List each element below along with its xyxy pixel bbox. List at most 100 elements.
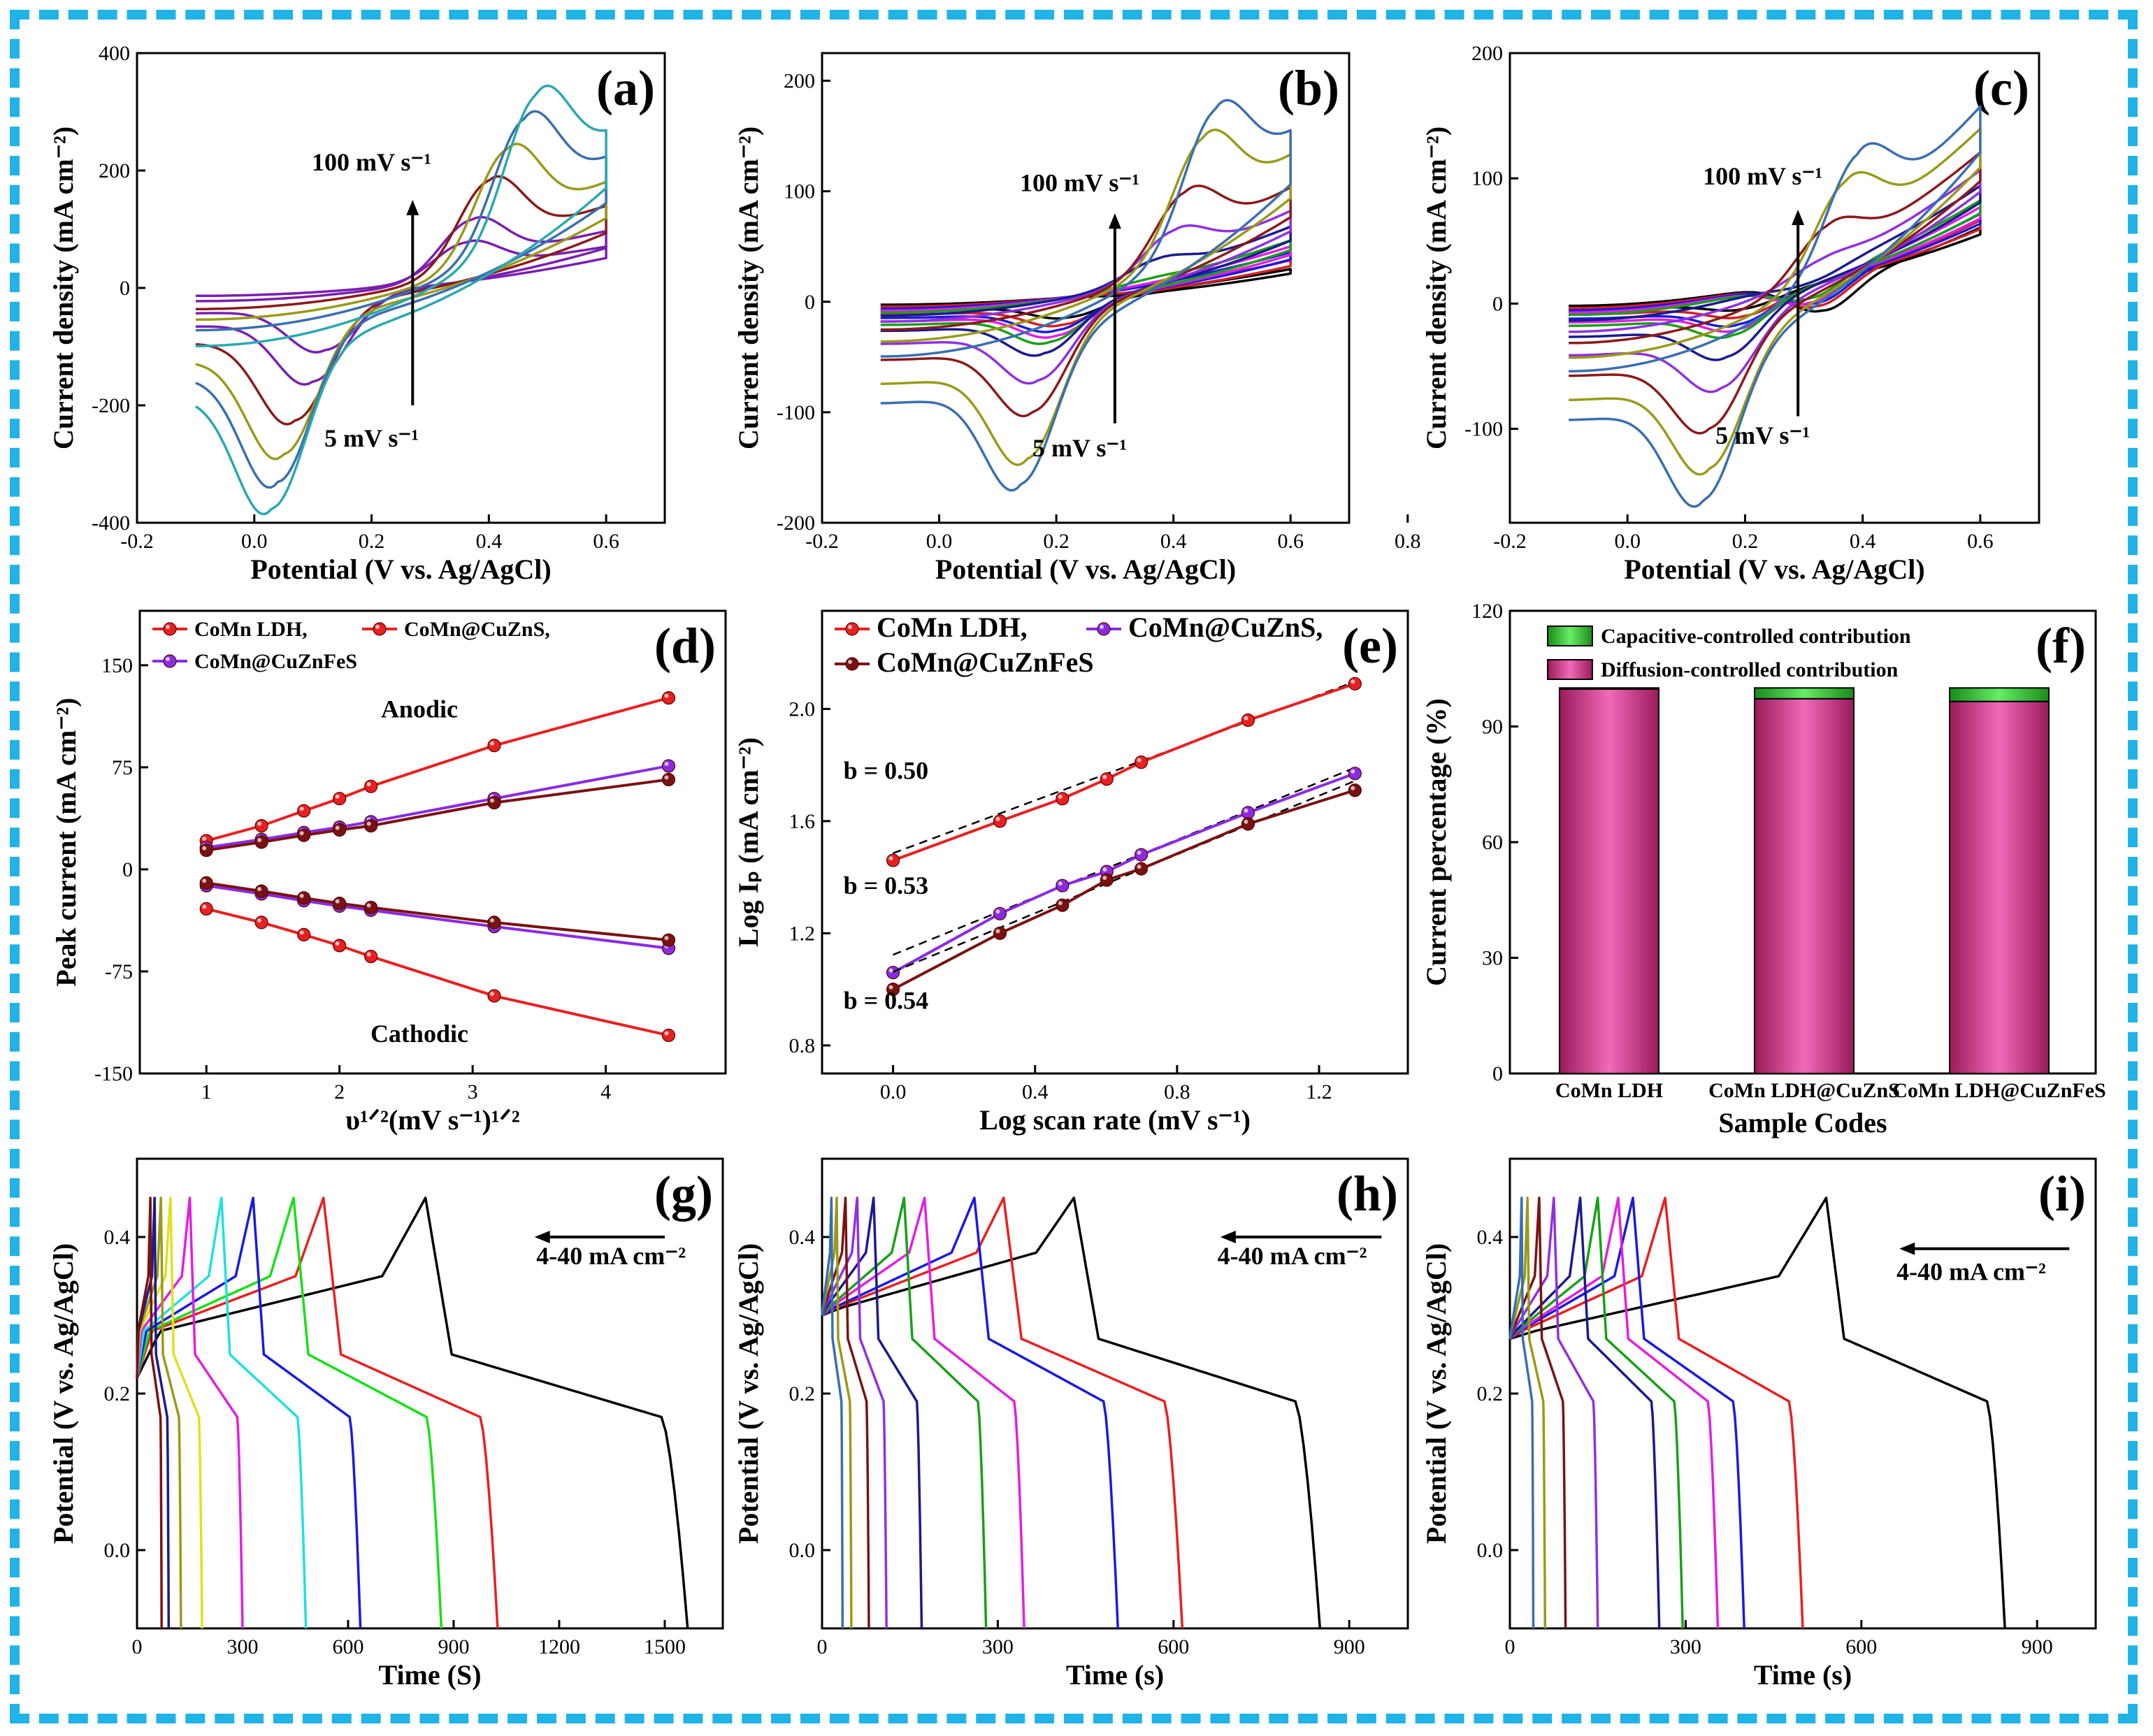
data-point-highlight xyxy=(995,909,1000,914)
data-point xyxy=(297,891,311,905)
x-tick-label: 1 xyxy=(201,1080,212,1104)
arrow-head xyxy=(1899,1242,1915,1255)
gcd-curve xyxy=(136,1196,182,1629)
x-axis-label: Potential (V vs. Ag/AgCl) xyxy=(1624,554,1924,585)
cv-curve xyxy=(880,209,1292,385)
x-axis-label: Time (s) xyxy=(1066,1659,1164,1691)
data-point xyxy=(993,926,1007,940)
series-line xyxy=(206,764,669,849)
data-point-highlight xyxy=(1102,774,1107,779)
data-point xyxy=(364,779,378,793)
panel-h: 0.0 0.2 0.4 0 300 600 900 Time (s) Potential (V … xyxy=(733,1157,1409,1691)
x-tick-label: 0 xyxy=(132,1635,143,1658)
data-point xyxy=(1056,792,1070,806)
x-axis-label: Potential (V vs. Ag/AgCl) xyxy=(935,554,1236,585)
data-point xyxy=(1100,873,1114,887)
legend-label: Capacitive-controlled contribution xyxy=(1601,625,1911,648)
x-tick-label: 1200 xyxy=(538,1635,580,1658)
panel-label: (a) xyxy=(596,60,655,116)
x-tick-label: 1.2 xyxy=(1306,1080,1332,1104)
data-point-highlight xyxy=(995,816,1000,821)
x-tick-label: 0.6 xyxy=(1277,530,1304,553)
x-axis-label: Sample Codes xyxy=(1718,1107,1887,1138)
x-tick-label: 3 xyxy=(468,1080,478,1104)
data-point xyxy=(1097,622,1111,636)
data-point xyxy=(487,739,501,753)
panel-label: (h) xyxy=(1337,1166,1398,1222)
data-point-highlight xyxy=(888,856,893,861)
data-point xyxy=(1056,898,1070,912)
y-tick-label: 0 xyxy=(805,291,815,314)
y-tick-label: 0.4 xyxy=(104,1226,131,1249)
category-label: CoMn LDH@CuZnS xyxy=(1708,1079,1900,1102)
fit-line xyxy=(893,767,1355,956)
x-tick-label: 0.8 xyxy=(1164,1080,1190,1104)
y-axis-label: Current density (mA cm⁻²) xyxy=(1420,126,1452,449)
category-label: CoMn LDH@CuZnFeS xyxy=(1892,1079,2105,1102)
y-axis-label: Log Iₚ (mA cm⁻²) xyxy=(733,737,764,947)
cv-curve xyxy=(194,84,607,516)
x-tick-label: 300 xyxy=(226,1635,258,1658)
y-tick-label: 0.2 xyxy=(104,1382,131,1405)
data-point-highlight xyxy=(848,625,852,629)
bar-capacitive xyxy=(1754,687,1855,700)
data-point-highlight xyxy=(1137,851,1142,855)
data-point xyxy=(1134,848,1148,862)
y-tick-label: 90 xyxy=(1482,716,1503,739)
data-point xyxy=(661,933,676,947)
data-point-highlight xyxy=(299,930,304,935)
arrow-head xyxy=(1108,213,1121,229)
data-point-highlight xyxy=(1058,794,1063,799)
data-point xyxy=(845,622,859,636)
panel-label: (i) xyxy=(2038,1166,2086,1222)
panel-label: (e) xyxy=(1342,618,1398,674)
gcd-curve xyxy=(821,1196,923,1629)
data-point xyxy=(254,819,268,833)
series-line xyxy=(206,881,669,942)
x-tick-label: 0.4 xyxy=(1850,530,1876,553)
bar-capacitive xyxy=(1559,687,1659,690)
arrow-head xyxy=(534,1231,550,1243)
y-axis-label: Current density (mA cm⁻²) xyxy=(48,126,79,449)
gcd-curve xyxy=(821,1196,1184,1629)
data-point xyxy=(199,902,213,916)
data-point xyxy=(487,989,501,1003)
series-line xyxy=(206,907,669,1037)
x-tick-label: 0 xyxy=(817,1635,828,1658)
annotation-top: 100 mV s⁻¹ xyxy=(1703,162,1822,190)
x-tick-label: 0.8 xyxy=(1395,530,1421,553)
data-point xyxy=(1348,783,1362,797)
panel-label: (d) xyxy=(654,618,716,674)
legend-label: CoMn LDH, xyxy=(877,612,1028,643)
data-point-highlight xyxy=(257,821,262,826)
x-tick-label: 0.2 xyxy=(1043,530,1070,553)
cv-curve xyxy=(880,185,1292,418)
y-tick-label: 0 xyxy=(122,858,133,881)
data-point-highlight xyxy=(1137,758,1142,762)
gcd-curve xyxy=(136,1196,443,1629)
y-tick-label: 150 xyxy=(101,654,133,677)
gcd-curve xyxy=(1508,1196,1599,1629)
data-point-highlight xyxy=(1244,819,1248,824)
gcd-curve xyxy=(821,1196,844,1629)
slope-label: b = 0.50 xyxy=(844,757,929,785)
y-tick-label: -150 xyxy=(94,1062,133,1085)
plot-frame xyxy=(1508,52,2040,524)
data-point xyxy=(661,1028,676,1043)
arrow-head xyxy=(406,200,419,215)
data-point xyxy=(297,927,311,942)
x-tick-label: 0.0 xyxy=(241,530,268,553)
data-point-highlight xyxy=(257,918,262,923)
panel-e: 0.8 1.2 1.6 2.0 0.0 0.4 0.8 1.2 Log scan rate (m… xyxy=(733,609,1409,1136)
gcd-curve xyxy=(821,1196,888,1629)
panel-c: -100 0 100 200 -0.2 0.0 0.2 0.4 0.6 Potential (V … xyxy=(1420,42,2040,585)
cv-curve xyxy=(195,239,607,354)
y-tick-label: 120 xyxy=(1471,600,1503,623)
y-tick-label: 0.0 xyxy=(104,1539,131,1562)
data-point-highlight xyxy=(664,693,669,698)
y-tick-label: 100 xyxy=(784,180,815,203)
x-tick-label: 600 xyxy=(1158,1635,1189,1658)
data-point xyxy=(1056,878,1070,892)
y-tick-label: -75 xyxy=(105,960,133,983)
gcd-curve xyxy=(821,1196,1322,1629)
